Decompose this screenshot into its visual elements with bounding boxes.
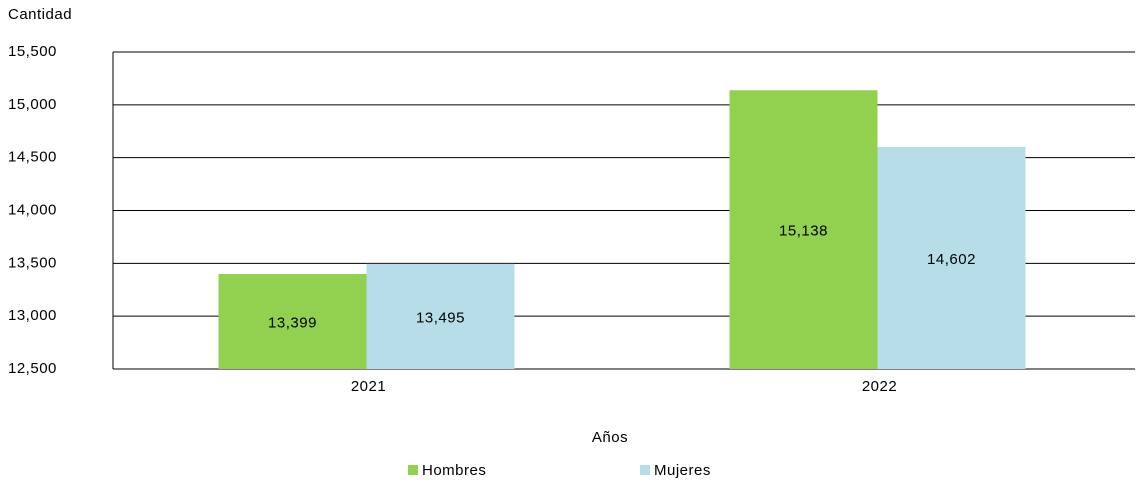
bar xyxy=(218,274,367,369)
data-label: 13,399 xyxy=(268,314,317,331)
legend-swatch xyxy=(408,465,418,475)
legend-label: Hombres xyxy=(422,462,486,479)
y-tick-label: 14,500 xyxy=(8,149,57,166)
y-tick-label: 13,500 xyxy=(8,254,57,271)
y-tick-label: 14,000 xyxy=(8,201,57,218)
data-label: 13,495 xyxy=(416,309,465,326)
y-tick-label: 13,000 xyxy=(8,307,57,324)
x-tick-label: 2022 xyxy=(862,378,897,395)
y-tick-label: 15,000 xyxy=(8,96,57,113)
y-tick-label: 15,500 xyxy=(8,43,57,60)
x-axis-title: Años xyxy=(592,429,628,446)
bar xyxy=(366,263,515,369)
legend-swatch xyxy=(640,465,650,475)
data-label: 14,602 xyxy=(927,251,976,268)
x-tick-label: 2021 xyxy=(351,378,386,395)
bar xyxy=(877,146,1026,369)
data-label: 15,138 xyxy=(779,223,828,240)
y-axis-title: Cantidad xyxy=(8,6,72,23)
bar xyxy=(729,90,878,369)
y-tick-label: 12,500 xyxy=(8,360,57,377)
legend-label: Mujeres xyxy=(654,462,711,479)
